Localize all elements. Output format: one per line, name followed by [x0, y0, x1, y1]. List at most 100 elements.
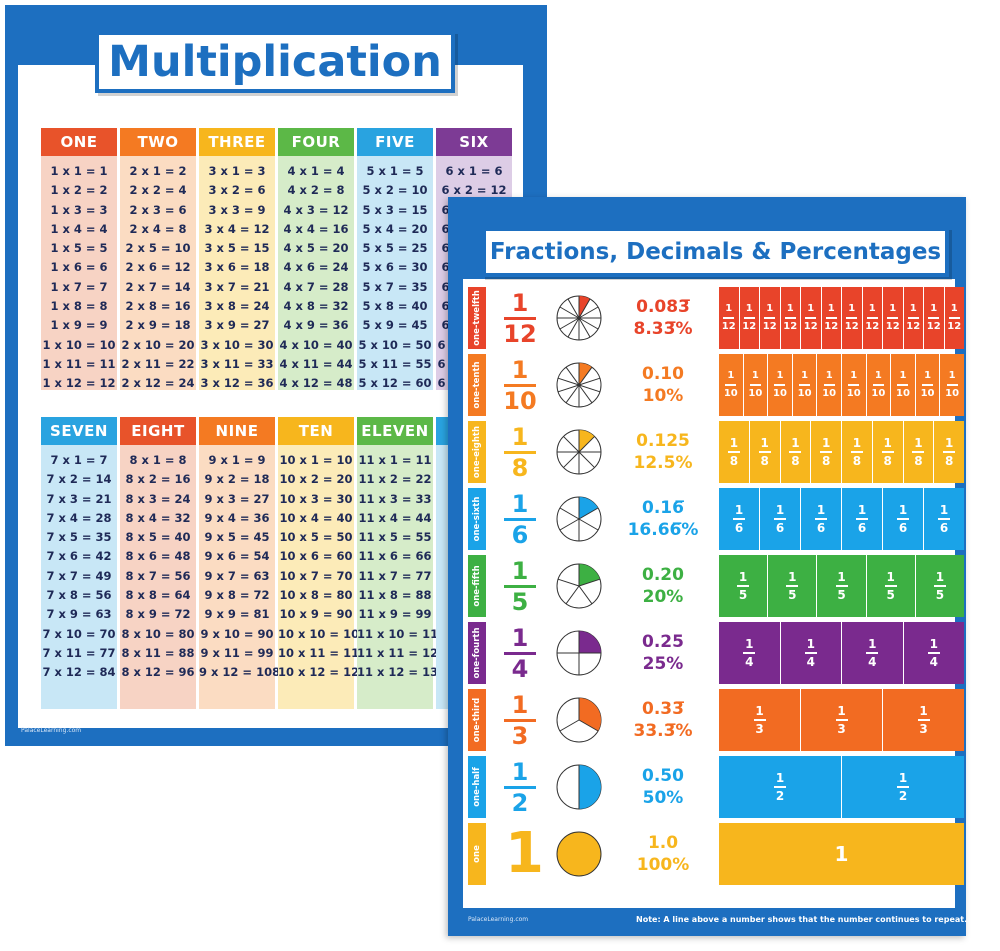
percent-value: 16.66̅% [627, 520, 699, 540]
block-numerator: 1 [944, 436, 954, 451]
block-numerator: 1 [775, 503, 785, 518]
block-denominator: 12 [721, 320, 736, 332]
block-denominator: 12 [947, 320, 962, 332]
table-header: NINE [199, 417, 275, 445]
block-bar [725, 384, 737, 386]
block-numerator: 1 [909, 303, 917, 315]
table-row: 7 x 9 = 63 [46, 607, 112, 622]
table-row: 7 x 4 = 28 [46, 510, 112, 525]
table-row: 7 x 11 = 77 [42, 645, 116, 660]
table-row: 2 x 11 = 22 [121, 356, 195, 371]
fraction-pie [556, 764, 602, 810]
table-row: 7 x 6 = 42 [46, 549, 112, 564]
block-bar [897, 786, 909, 788]
pie-divider [578, 518, 599, 531]
block-bar [881, 451, 894, 453]
table-body: 9 x 1 = 9 9 x 2 = 18 9 x 3 = 27 9 x 4 = 36 9… [199, 445, 280, 709]
block-denominator: 12 [865, 320, 880, 332]
table-row: 5 x 5 = 25 [362, 241, 428, 256]
block-denominator: 8 [791, 453, 800, 468]
block-denominator: 12 [824, 320, 839, 332]
block-numerator: 1 [857, 503, 867, 518]
table-row: 5 x 1 = 5 [366, 164, 424, 178]
fraction-block: 1 [719, 823, 964, 885]
fraction-block: 1 12 [842, 287, 863, 349]
big-fraction-denominator: 6 [511, 521, 529, 549]
table-row: 8 x 2 = 16 [125, 472, 191, 487]
multiplication-title: Multiplication [95, 31, 455, 93]
table-row: 3 x 1 = 3 [208, 164, 266, 178]
table-row: 6 x 1 = 6 [445, 164, 503, 178]
table-row: 11 x 1 = 11 [358, 453, 432, 467]
table-row: 11 x 2 = 22 [358, 472, 432, 487]
table-row: 1 x 11 = 11 [42, 356, 116, 371]
block-denominator: 10 [797, 387, 812, 399]
table-row: 2 x 6 = 12 [125, 260, 191, 275]
pie-divider [559, 317, 580, 330]
table-header: THREE [199, 128, 275, 156]
table-row: 10 x 9 = 90 [279, 607, 353, 622]
times-table-eight: EIGHT 8 x 1 = 8 8 x 2 = 16 8 x 3 = 24 8 x 4 … [120, 417, 196, 709]
block-numerator: 1 [751, 370, 759, 382]
table-row: 4 x 6 = 24 [283, 260, 349, 275]
block-denominator: 12 [762, 320, 777, 332]
block-bar [815, 518, 827, 520]
block-denominator: 8 [760, 453, 769, 468]
table-row: 2 x 2 = 4 [129, 183, 187, 198]
table-row: 2 x 1 = 2 [129, 164, 187, 178]
block-numerator: 1 [745, 303, 753, 315]
table-row: 8 x 8 = 64 [125, 588, 191, 603]
block-denominator: 4 [868, 654, 877, 669]
big-fraction-bar [504, 518, 536, 521]
table-row: 1 x 3 = 3 [50, 202, 108, 217]
table-row: 5 x 8 = 40 [362, 299, 428, 314]
fraction-block: 1 12 [924, 287, 945, 349]
block-bar [943, 451, 956, 453]
fraction-block: 1 12 [944, 287, 964, 349]
table-row: 5 x 9 = 45 [362, 318, 428, 333]
fraction-block: 1 12 [780, 287, 801, 349]
fraction-block: 1 10 [792, 354, 818, 416]
table-row: 10 x 4 = 40 [279, 510, 353, 525]
block-numerator: 1 [898, 771, 908, 786]
block-bar [723, 317, 735, 319]
block-bar [774, 384, 786, 386]
block-bar [835, 719, 848, 721]
table-row: 9 x 3 = 27 [204, 491, 270, 506]
table-body: 1 x 1 = 1 1 x 2 = 2 1 x 3 = 3 1 x 4 = 4 1 x … [41, 156, 117, 390]
fraction-block: 1 12 [883, 287, 904, 349]
block-denominator: 2 [898, 788, 908, 803]
table-row: 2 x 8 = 16 [125, 299, 191, 314]
block-denominator: 10 [822, 387, 837, 399]
block-numerator: 1 [791, 436, 800, 451]
table-row: 2 x 12 = 24 [121, 376, 195, 391]
table-row: 7 x 10 = 70 [42, 626, 116, 641]
fractions-title: Fractions, Decimals & Percentages [482, 227, 949, 277]
fraction-label-text: one-half [472, 767, 482, 807]
block-denominator: 8 [821, 453, 831, 468]
table-row: 10 x 1 = 10 [279, 453, 353, 467]
table-row: 10 x 2 = 20 [279, 472, 353, 487]
table-row: 4 x 2 = 8 [287, 183, 345, 198]
table-header: TEN [278, 417, 354, 445]
decimal-value: 0.33̅ [642, 699, 684, 719]
pie-divider [578, 719, 599, 732]
pie-divider [557, 377, 580, 386]
block-bar [927, 652, 940, 654]
table-row: 11 x 12 = 132 [357, 665, 447, 680]
fraction-pie [556, 362, 602, 408]
block-bar [805, 317, 817, 319]
repeat-note: Note: A line above a number shows that t… [636, 915, 968, 924]
block-numerator: 1 [939, 503, 949, 518]
block-bar [753, 719, 766, 721]
decimal-percent: 0.20 20% [613, 564, 713, 608]
table-row: 7 x 5 = 35 [46, 530, 112, 545]
block-denominator: 10 [748, 387, 763, 399]
table-body: 8 x 1 = 8 8 x 2 = 16 8 x 3 = 24 8 x 4 = 32 8… [120, 445, 196, 709]
